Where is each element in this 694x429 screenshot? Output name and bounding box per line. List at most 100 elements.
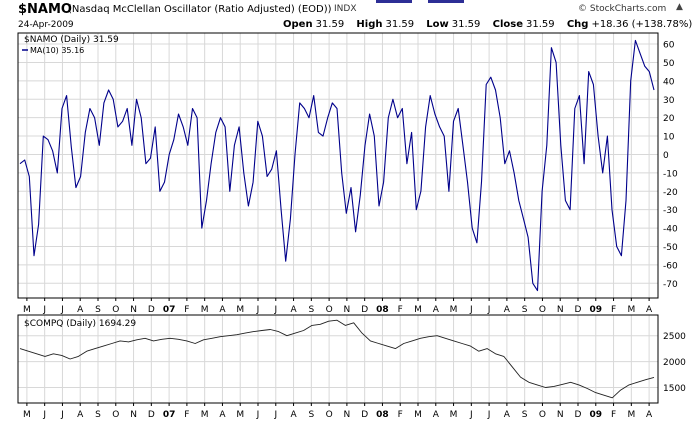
x-tick-label: F (184, 410, 189, 420)
x-tick-label: J (469, 410, 473, 420)
x-tick-label: O (112, 305, 119, 315)
x-tick-label: S (522, 305, 528, 315)
open-label: Open (283, 19, 313, 30)
x-tick-label: S (522, 410, 528, 420)
x-tick-label: M (23, 410, 31, 420)
y-tick-label: -40 (663, 225, 678, 235)
x-tick-label: A (433, 305, 440, 315)
x-tick-label: M (450, 305, 458, 315)
x-tick-label: N (344, 305, 351, 315)
open-value: 31.59 (315, 19, 345, 30)
x-tick-label: D (361, 410, 368, 420)
period-tab[interactable] (376, 0, 412, 3)
x-tick-label: M (450, 410, 458, 420)
high-label: High (356, 19, 383, 30)
x-tick-label: N (130, 305, 137, 315)
x-tick-label: A (433, 410, 440, 420)
low-value: 31.59 (451, 19, 481, 30)
x-tick-label: S (308, 410, 314, 420)
x-tick-label: A (290, 305, 297, 315)
x-tick-label: M (23, 305, 31, 315)
x-tick-label: D (148, 410, 155, 420)
x-tick-label: D (575, 305, 582, 315)
legend-label: MA(10) 35.16 (30, 46, 84, 55)
x-tick-label: O (539, 305, 546, 315)
brand-watermark: © StockCharts.com (578, 4, 667, 14)
x-tick-label: J (42, 305, 46, 315)
x-tick-label: J (273, 410, 277, 420)
x-tick-label: J (487, 410, 491, 420)
x-tick-label: A (290, 410, 297, 420)
chg-value: +18.36 (+138.78%) (591, 19, 693, 30)
high-value: 31.59 (385, 19, 415, 30)
scroll-up-icon[interactable]: ▲ (676, 2, 683, 12)
plot-frame (17, 32, 659, 299)
y-tick-label: 40 (663, 77, 675, 87)
x-tick-label: M (236, 410, 244, 420)
x-tick-label: A (219, 410, 226, 420)
x-tick-label: M (201, 410, 209, 420)
plot-frame (17, 314, 659, 404)
period-tab[interactable] (428, 0, 464, 3)
x-tick-label: A (77, 305, 84, 315)
x-tick-label: O (112, 410, 119, 420)
x-tick-label: N (344, 410, 351, 420)
x-tick-label: A (219, 305, 226, 315)
series-line-compq (19, 319, 655, 399)
y-tick-label: 2500 (663, 332, 686, 342)
legend-label: $COMPQ (Daily) 1694.29 (24, 319, 136, 329)
x-tick-label: S (95, 305, 101, 315)
x-tick-label: O (326, 410, 333, 420)
y-tick-label: 2000 (663, 358, 686, 368)
x-tick-label: A (646, 305, 653, 315)
x-tick-label: S (95, 410, 101, 420)
chg-label: Chg (566, 19, 589, 30)
y-tick-label: -30 (663, 206, 678, 216)
x-tick-label: F (398, 305, 403, 315)
x-tick-label: F (611, 410, 616, 420)
y-tick-label: -50 (663, 243, 678, 253)
y-tick-label: -10 (663, 169, 678, 179)
low-label: Low (426, 19, 449, 30)
y-tick-label: 0 (663, 151, 669, 161)
y-tick-label: -20 (663, 188, 678, 198)
x-tick-label: 07 (163, 305, 176, 315)
series-line-ma10 (19, 39, 655, 292)
chart-exchange: INDX (334, 4, 357, 14)
x-tick-label: J (487, 305, 491, 315)
x-tick-label: M (236, 305, 244, 315)
x-tick-label: J (42, 410, 46, 420)
x-tick-label: 07 (163, 410, 176, 420)
y-tick-label: -70 (663, 280, 678, 290)
x-tick-label: M (201, 305, 209, 315)
chart-date: 24-Apr-2009 (18, 20, 74, 30)
x-tick-label: N (130, 410, 137, 420)
x-tick-label: A (504, 410, 511, 420)
x-tick-label: S (308, 305, 314, 315)
quote-bar: Open 31.59 High 31.59 Low 31.59 Close 31.59 … (283, 19, 694, 30)
y-tick-label: 1500 (663, 384, 686, 394)
y-tick-label: 60 (663, 41, 675, 51)
x-tick-label: M (414, 410, 422, 420)
x-tick-label: F (398, 410, 403, 420)
oscillator-panel: 60 50 40 30 20 10 0 -10 -20 -30 -40 -50 -60 -70 M J J A S O… (17, 32, 678, 315)
x-tick-label: J (256, 410, 260, 420)
x-tick-label: D (361, 305, 368, 315)
x-tick-label: 08 (376, 410, 389, 420)
y-tick-label: 10 (663, 133, 675, 143)
y-tick-label: 50 (663, 59, 675, 69)
x-tick-label: J (273, 305, 277, 315)
y-tick-label: 30 (663, 96, 675, 106)
x-tick-label: A (504, 305, 511, 315)
x-tick-label: D (575, 410, 582, 420)
x-tick-label: 09 (590, 305, 603, 315)
x-tick-label: M (627, 410, 635, 420)
x-tick-label: F (611, 305, 616, 315)
x-tick-label: M (627, 305, 635, 315)
x-tick-label: A (646, 410, 653, 420)
x-tick-label: M (414, 305, 422, 315)
x-tick-label: O (326, 305, 333, 315)
